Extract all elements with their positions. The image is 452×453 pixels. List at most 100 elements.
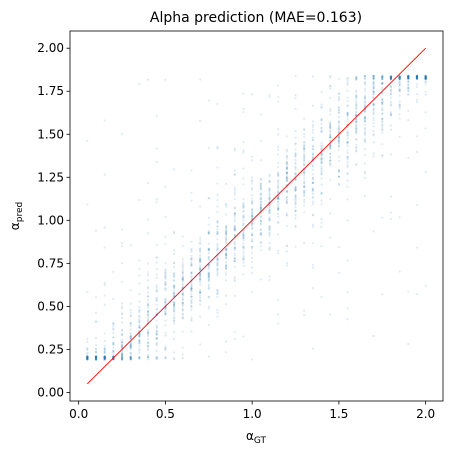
- scatter-point: [415, 76, 419, 79]
- scatter-point: [207, 283, 210, 286]
- scatter-point: [294, 93, 297, 97]
- scatter-point: [112, 297, 115, 301]
- axes-frame: [69, 30, 444, 402]
- scatter-point: [346, 113, 349, 117]
- scatter-point: [103, 344, 106, 347]
- scatter-point: [294, 172, 297, 175]
- scatter-point: [251, 221, 254, 225]
- scatter-point: [138, 335, 141, 338]
- scatter-point: [381, 128, 384, 131]
- scatter-point: [407, 76, 410, 80]
- scatter-point: [86, 358, 89, 361]
- scatter-point: [233, 257, 236, 260]
- scatter-point: [129, 345, 132, 348]
- scatter-point: [398, 75, 401, 78]
- scatter-point: [346, 104, 349, 107]
- scatter-point: [407, 86, 410, 89]
- scatter-point: [190, 319, 193, 322]
- scatter-point: [355, 131, 358, 134]
- y-tick-label: 2.00: [37, 41, 64, 55]
- scatter-point: [164, 348, 167, 351]
- scatter-point: [303, 190, 306, 193]
- scatter-point: [381, 74, 384, 77]
- scatter-point: [303, 147, 306, 150]
- scatter-point: [155, 336, 158, 339]
- scatter-point: [355, 127, 358, 130]
- scatter-point: [233, 217, 236, 220]
- scatter-point: [268, 218, 271, 221]
- scatter-point: [372, 125, 375, 128]
- scatter-point: [225, 230, 228, 233]
- scatter-point: [129, 335, 132, 338]
- scatter-point: [372, 77, 375, 80]
- scatter-point: [94, 357, 98, 361]
- scatter-point: [181, 290, 184, 293]
- scatter-point: [407, 93, 410, 96]
- scatter-point: [146, 332, 150, 335]
- scatter-point: [311, 263, 314, 266]
- scatter-point: [415, 74, 419, 77]
- scatter-point: [94, 356, 98, 359]
- scatter-point: [146, 279, 150, 282]
- scatter-point: [389, 84, 393, 88]
- scatter-point: [303, 191, 306, 194]
- scatter-point: [103, 357, 106, 361]
- scatter-point: [277, 148, 280, 151]
- scatter-point: [146, 341, 150, 344]
- scatter-point: [294, 198, 297, 201]
- scatter-point: [268, 210, 271, 214]
- scatter-point: [94, 320, 98, 324]
- scatter-point: [311, 181, 314, 184]
- scatter-point: [103, 355, 106, 359]
- scatter-point: [268, 198, 271, 201]
- scatter-point: [407, 76, 410, 79]
- scatter-point: [415, 77, 419, 80]
- scatter-point: [233, 248, 236, 252]
- scatter-point: [294, 217, 297, 220]
- scatter-point: [172, 291, 176, 295]
- scatter-point: [199, 291, 202, 295]
- scatter-point: [120, 305, 124, 308]
- scatter-point: [329, 236, 332, 239]
- scatter-point: [424, 77, 427, 80]
- scatter-point: [225, 249, 228, 252]
- scatter-point: [329, 107, 332, 110]
- scatter-point: [216, 272, 219, 275]
- scatter-point: [337, 135, 341, 138]
- scatter-point: [372, 107, 375, 110]
- scatter-point: [294, 188, 297, 191]
- scatter-point: [129, 343, 132, 346]
- scatter-point: [259, 200, 262, 203]
- scatter-point: [320, 130, 323, 133]
- scatter-point: [424, 170, 427, 173]
- scatter-point: [372, 77, 375, 80]
- scatter-point: [389, 76, 393, 79]
- scatter-point: [311, 189, 314, 192]
- scatter-point: [242, 206, 245, 209]
- scatter-point: [225, 234, 228, 237]
- scatter-point: [407, 75, 410, 78]
- scatter-point: [172, 307, 176, 310]
- scatter-point: [277, 208, 280, 211]
- scatter-point: [372, 155, 375, 158]
- scatter-point: [190, 264, 193, 267]
- scatter-point: [372, 80, 375, 83]
- scatter-point: [372, 93, 375, 96]
- scatter-point: [355, 113, 358, 117]
- scatter-point: [303, 145, 306, 148]
- scatter-point: [190, 288, 193, 291]
- scatter-point: [199, 289, 202, 292]
- scatter-point: [86, 351, 89, 354]
- scatter-point: [355, 120, 358, 123]
- scatter-point: [415, 77, 419, 80]
- scatter-point: [181, 277, 184, 280]
- scatter-point: [329, 152, 332, 155]
- scatter-point: [155, 356, 158, 359]
- scatter-point: [259, 193, 262, 196]
- scatter-point: [320, 167, 323, 170]
- scatter-point: [259, 203, 262, 206]
- scatter-point: [242, 237, 245, 240]
- scatter-point: [86, 357, 89, 360]
- scatter-point: [129, 345, 132, 348]
- scatter-point: [294, 148, 297, 151]
